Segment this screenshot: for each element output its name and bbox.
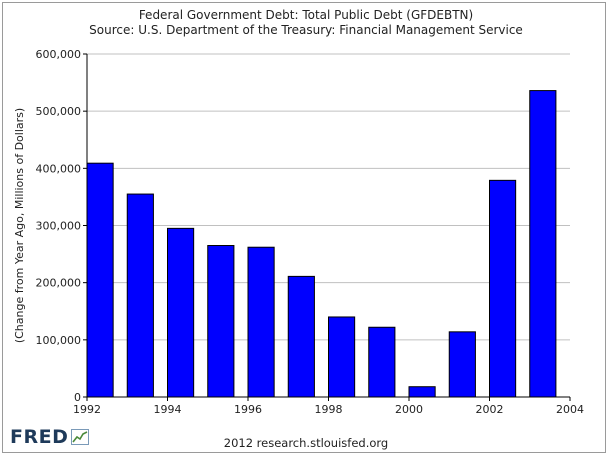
x-tick-label-0: 1992 — [73, 403, 101, 416]
chart-subtitle: Source: U.S. Department of the Treasury:… — [89, 23, 523, 37]
x-tick-label-2: 1996 — [234, 403, 262, 416]
fred-logo-text: FRED — [10, 426, 69, 448]
x-tick-label-5: 2002 — [476, 403, 504, 416]
bar-1995 — [207, 245, 235, 398]
x-tick-label-6: 2004 — [556, 403, 584, 416]
y-tick-label-0: 0 — [74, 391, 81, 404]
bar-2002 — [489, 179, 517, 398]
bar-2000 — [408, 386, 436, 398]
x-tick-label-3: 1998 — [315, 403, 343, 416]
y-axis-label: (Change from Year Ago, Millions of Dolla… — [13, 108, 26, 343]
bar-1992 — [86, 162, 114, 398]
bar-1996 — [247, 246, 275, 398]
x-tick-label-4: 2000 — [395, 403, 423, 416]
y-tick-label-3: 300,000 — [36, 220, 82, 233]
y-tick-label-2: 200,000 — [36, 277, 82, 290]
bar-1999 — [368, 326, 396, 398]
chart-title: Federal Government Debt: Total Public De… — [138, 8, 474, 22]
y-tick-label-5: 500,000 — [36, 105, 82, 118]
bar-1998 — [328, 316, 356, 398]
bar-1994 — [167, 227, 195, 398]
footer-source: 2012 research.stlouisfed.org — [223, 436, 389, 450]
y-tick-label-6: 600,000 — [36, 48, 82, 61]
bar-2003 — [529, 90, 557, 398]
bar-1997 — [287, 275, 315, 398]
y-tick-label-1: 100,000 — [36, 334, 82, 347]
x-tick-label-1: 1994 — [154, 403, 182, 416]
fred-logo: FRED — [10, 426, 90, 448]
bar-2001 — [448, 331, 476, 398]
y-tick-label-4: 400,000 — [36, 162, 82, 175]
bar-1993 — [126, 193, 154, 398]
fred-chart-icon — [71, 429, 90, 445]
